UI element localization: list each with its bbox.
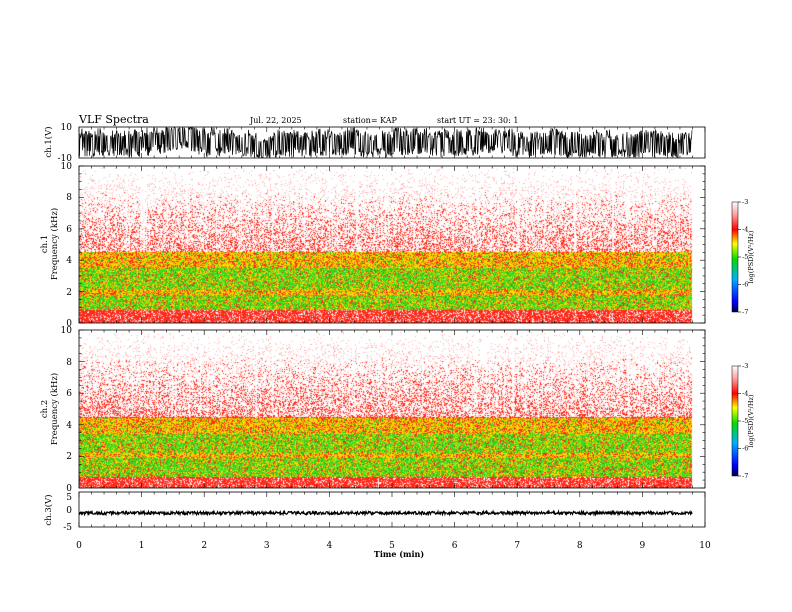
ch2-freq-tick-label: 8 <box>66 358 72 368</box>
time-tick-label: 0 <box>76 541 82 551</box>
ch2-colorbar-tick: -7 <box>742 472 748 480</box>
ch2-spectrogram-panel: 0 2 4 6 8 10 ch.2 Frequency (kHz) <box>40 326 706 494</box>
ch2-colorbar: -3 -4 -5 -6 -7 log(PSD)(V²/Hz) <box>731 362 755 480</box>
time-tick-label: 7 <box>514 541 520 551</box>
ch1-freq-tick-label: 4 <box>66 256 72 266</box>
ch1-ytick-label: -10 <box>58 154 73 164</box>
header-station: station= KAP <box>343 116 398 125</box>
ch2-colorbar-tick: -6 <box>742 445 748 453</box>
ch1-ytick-label: 10 <box>61 123 73 133</box>
ch2-colorbar-tick: -5 <box>742 417 748 425</box>
ch1-colorbar-tick: -4 <box>742 226 748 234</box>
ch3-waveform-trace <box>79 509 693 517</box>
ch3-ytick-label: 5 <box>66 493 72 503</box>
ch1-freq-tick-label: 6 <box>66 225 72 235</box>
ch2-channel-label: ch.2 <box>40 400 50 418</box>
time-tick-label: 2 <box>201 541 207 551</box>
time-tick-label: 9 <box>640 541 646 551</box>
ch1-waveform-trace <box>79 127 693 158</box>
time-tick-label: 3 <box>264 541 270 551</box>
ch1-freq-tick-label: 8 <box>66 193 72 203</box>
ch3-ytick-label: -5 <box>63 523 72 533</box>
ch2-colorbar-tick: -3 <box>742 362 748 370</box>
ch1-spectrogram-image <box>79 166 705 323</box>
ch1-colorbar-tick: -5 <box>742 253 748 261</box>
ch1-spectrogram-panel: 0 2 4 6 8 10 ch.1 Frequency (kHz) <box>40 162 706 329</box>
ch3-ylabel: ch.3(V) <box>43 494 54 525</box>
ch2-freq-tick-label: 10 <box>61 326 73 336</box>
ch1-colorbar-tick: -3 <box>742 198 748 206</box>
ch3-ytick-label: 0 <box>66 506 72 516</box>
ch2-freq-tick-label: 0 <box>66 484 72 494</box>
header-date: Jul. 22, 2025 <box>249 116 302 125</box>
ch3-waveform-panel: 5 0 -5 ch.3(V) <box>43 491 706 533</box>
ch1-freq-tick-label: 10 <box>61 162 73 172</box>
ch1-freq-tick-label: 0 <box>66 319 72 329</box>
ch1-frequency-axis-label: Frequency (kHz) <box>49 208 60 280</box>
figure-title: VLF Spectra <box>78 113 149 126</box>
ch2-freq-tick-label: 6 <box>66 389 72 399</box>
time-tick-label: 8 <box>577 541 583 551</box>
ch1-ylabel: ch.1(V) <box>43 126 54 157</box>
ch1-colorbar-label: log(PSD)(V²/Hz) <box>747 230 755 283</box>
time-tick-label: 6 <box>452 541 458 551</box>
time-tick-label: 10 <box>699 541 711 551</box>
ch2-frequency-axis-label: Frequency (kHz) <box>49 373 60 445</box>
header-start-time: start UT = 23: 30: 1 <box>437 116 518 125</box>
time-tick-label: 1 <box>139 541 145 551</box>
ch2-colorbar-label: log(PSD)(V²/Hz) <box>747 394 755 447</box>
ch1-colorbar-tick: -6 <box>742 281 748 289</box>
ch2-colorbar-tick: -4 <box>742 390 748 398</box>
ch2-spectrogram-image <box>79 330 705 488</box>
ch1-colorbar: -3 -4 -5 -6 -7 log(PSD)(V²/Hz) <box>731 198 755 316</box>
ch2-freq-tick-label: 4 <box>66 421 72 431</box>
time-axis-label: Time (min) <box>374 549 424 559</box>
ch1-waveform-panel: 10 -10 ch.1(V) <box>43 123 706 164</box>
ch1-freq-tick-label: 2 <box>66 288 72 298</box>
time-tick-label: 4 <box>327 541 333 551</box>
ch1-colorbar-tick: -7 <box>742 308 748 316</box>
time-tick-label: 5 <box>389 541 395 551</box>
ch1-channel-label: ch.1 <box>40 235 50 253</box>
ch2-freq-tick-label: 2 <box>66 452 72 462</box>
time-axis: 0 1 2 3 4 5 6 7 8 9 10 <box>76 541 711 551</box>
